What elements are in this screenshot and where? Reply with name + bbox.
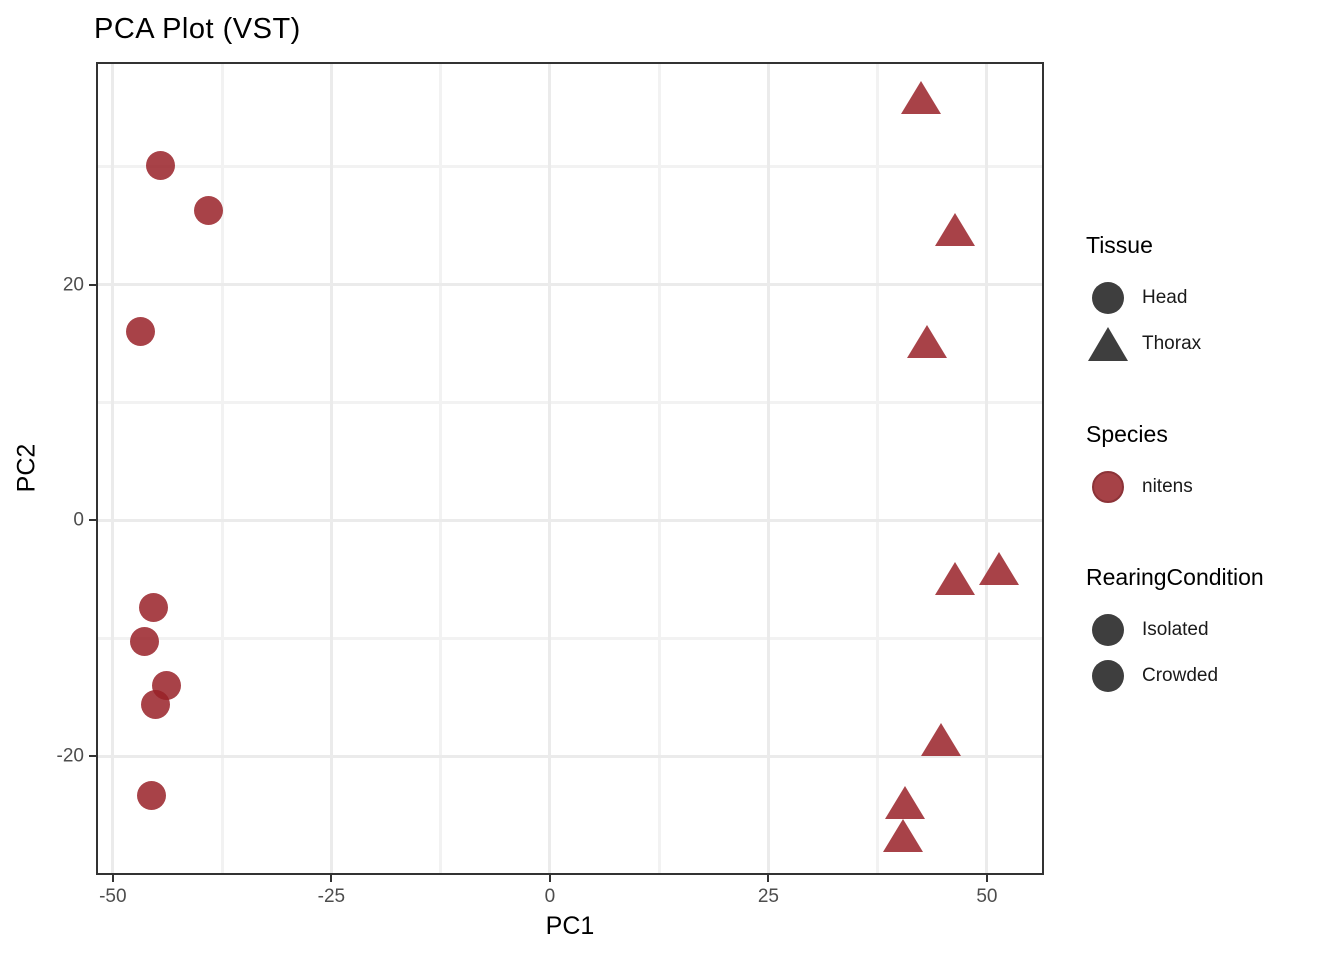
data-point-triangle — [900, 80, 941, 114]
gridline-minor-x — [876, 64, 880, 873]
data-point-triangle — [979, 552, 1020, 586]
y-axis-title: PC2 — [12, 443, 41, 493]
y-tick-label: 0 — [73, 509, 84, 531]
legend-group-rearingcondition: RearingCondition Isolated Crowded — [1086, 564, 1336, 699]
x-tick-mark — [111, 875, 114, 882]
x-tick-label: -25 — [317, 886, 346, 907]
x-tick-label: -50 — [99, 886, 127, 907]
x-tick-label: 0 — [544, 886, 556, 907]
gridline-minor-x — [439, 64, 443, 873]
data-point-circle — [136, 780, 166, 810]
x-axis-title: PC1 — [545, 912, 595, 940]
gridline-major-x — [985, 64, 989, 873]
data-point-triangle — [884, 785, 925, 819]
y-tick-label: -20 — [56, 745, 84, 767]
x-tick-mark — [767, 875, 770, 882]
data-point-circle — [139, 593, 169, 623]
data-point-circle — [126, 317, 156, 347]
y-tick-mark — [89, 519, 96, 522]
gridline-minor-y — [98, 636, 1042, 640]
x-tick-label: 50 — [976, 886, 998, 907]
legend-title-rearingcondition: RearingCondition — [1086, 564, 1264, 590]
gridline-minor-y — [98, 165, 1042, 169]
data-point-circle — [141, 689, 171, 719]
gridline-major-x — [548, 64, 552, 873]
legend-group-tissue: Tissue Head Thorax — [1086, 232, 1336, 367]
gridline-major-y — [98, 754, 1042, 758]
y-tick-mark — [89, 755, 96, 758]
data-point-triangle — [921, 723, 962, 757]
x-tick-mark — [330, 875, 333, 882]
gridline-major-y — [98, 283, 1042, 287]
gridline-major-x — [329, 64, 333, 873]
crowded-circle-icon — [1092, 660, 1124, 692]
gridline-minor-y — [98, 400, 1042, 404]
gridline-major-x — [111, 64, 115, 873]
data-point-triangle — [906, 324, 947, 358]
x-tick-mark — [985, 875, 988, 882]
legend-item-label: Thorax — [1142, 333, 1202, 354]
thorax-triangle-icon — [1088, 327, 1128, 361]
data-point-triangle — [883, 818, 924, 852]
legend-title-tissue: Tissue — [1086, 232, 1153, 258]
gridline-major-y — [98, 518, 1042, 522]
gridline-minor-x — [657, 64, 661, 873]
data-point-triangle — [935, 212, 976, 246]
head-circle-icon — [1092, 282, 1124, 314]
gridline-minor-x — [220, 64, 224, 873]
legend-item-crowded: Crowded — [1086, 653, 1336, 699]
data-point-circle — [129, 627, 159, 657]
legend-item-thorax: Thorax — [1086, 321, 1336, 367]
plot-title: PCA Plot (VST) — [94, 13, 301, 45]
y-tick-label: 20 — [62, 274, 84, 296]
legend-item-head: Head — [1086, 275, 1336, 321]
nitens-circle-icon — [1092, 471, 1124, 503]
legend: Tissue Head Thorax Species nitens Rearin… — [1086, 232, 1336, 753]
plot-panel — [96, 62, 1044, 875]
legend-item-label: Crowded — [1142, 665, 1219, 686]
isolated-circle-icon — [1092, 614, 1124, 646]
x-tick-label: 25 — [757, 886, 779, 907]
legend-item-label: Isolated — [1142, 619, 1209, 640]
y-tick-mark — [89, 283, 96, 286]
x-tick-mark — [548, 875, 551, 882]
data-point-circle — [145, 150, 175, 180]
legend-item-label: nitens — [1142, 476, 1193, 497]
legend-item-nitens: nitens — [1086, 464, 1336, 510]
gridline-major-x — [766, 64, 770, 873]
legend-item-isolated: Isolated — [1086, 607, 1336, 653]
data-point-triangle — [935, 561, 976, 595]
data-point-circle — [193, 195, 223, 225]
legend-group-species: Species nitens — [1086, 421, 1336, 510]
legend-item-label: Head — [1142, 287, 1188, 308]
legend-title-species: Species — [1086, 421, 1168, 447]
